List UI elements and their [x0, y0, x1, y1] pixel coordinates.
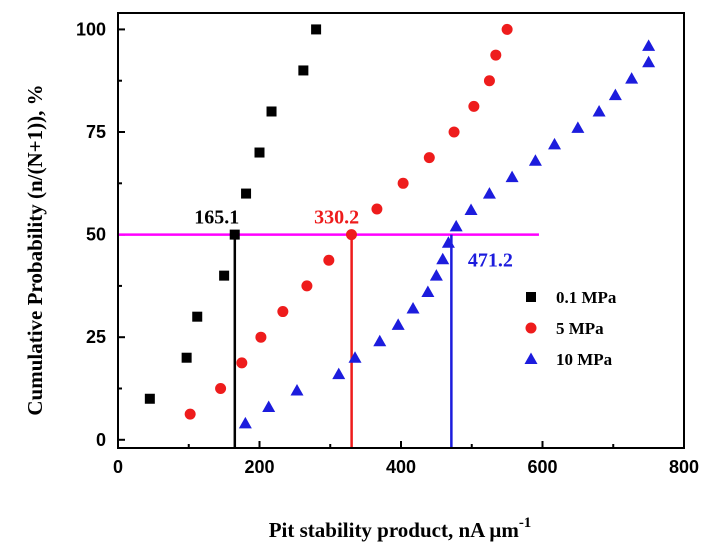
- y-tick-label: 25: [86, 327, 106, 347]
- data-point: [266, 106, 277, 117]
- data-point: [421, 285, 435, 298]
- data-point: [436, 252, 450, 265]
- legend-marker: [525, 322, 537, 334]
- annotation-label: 471.2: [468, 250, 513, 272]
- legend-label: 5 MPa: [556, 319, 604, 338]
- data-point: [423, 152, 435, 164]
- data-point: [219, 270, 230, 281]
- legend-marker: [526, 292, 536, 302]
- data-point: [608, 88, 622, 101]
- data-point: [391, 318, 405, 330]
- data-point: [238, 416, 252, 429]
- y-tick-label: 100: [76, 19, 106, 39]
- x-tick-label: 0: [113, 457, 123, 477]
- data-point: [528, 154, 542, 166]
- data-point: [468, 100, 480, 112]
- data-point: [290, 384, 304, 396]
- data-point: [311, 24, 322, 35]
- data-point: [332, 367, 346, 380]
- x-tick-label: 200: [244, 457, 274, 477]
- data-point: [277, 306, 289, 318]
- data-point: [592, 104, 606, 117]
- data-point: [236, 357, 248, 369]
- data-point: [482, 187, 496, 199]
- y-tick-label: 75: [86, 122, 106, 142]
- data-point: [255, 331, 267, 343]
- y-tick-label: 0: [96, 430, 106, 450]
- data-point: [323, 254, 335, 266]
- data-point: [571, 121, 585, 133]
- data-point: [254, 147, 265, 158]
- data-point: [448, 126, 460, 138]
- annotation-label: 165.1: [194, 207, 239, 229]
- y-axis-label: Cumulative Probability (n/(N+1)), %: [23, 84, 47, 415]
- y-tick-label: 50: [86, 225, 106, 245]
- legend-marker: [524, 352, 538, 364]
- data-point: [241, 188, 252, 199]
- data-point: [642, 55, 656, 68]
- data-point: [625, 72, 639, 84]
- data-point: [348, 351, 362, 363]
- data-point: [192, 311, 203, 322]
- data-point: [406, 301, 420, 314]
- data-point: [490, 49, 502, 61]
- data-point: [345, 229, 357, 241]
- legend-label: 10 MPa: [556, 350, 613, 369]
- data-point: [144, 393, 155, 404]
- legend-label: 0.1 MPa: [556, 288, 617, 307]
- data-point: [229, 229, 240, 240]
- data-point: [373, 334, 387, 347]
- data-point: [371, 203, 383, 215]
- plot-frame: [117, 12, 685, 449]
- data-point: [429, 269, 443, 281]
- data-point: [449, 219, 463, 232]
- data-point: [181, 352, 192, 363]
- data-point: [441, 236, 455, 248]
- data-point: [298, 65, 309, 76]
- data-point: [483, 75, 495, 87]
- x-axis-label: Pit stability product, nA μm-1: [269, 515, 532, 542]
- data-point: [464, 203, 478, 215]
- data-point: [501, 23, 513, 35]
- x-tick-label: 800: [669, 457, 699, 477]
- data-point: [548, 137, 562, 150]
- x-tick-label: 400: [386, 457, 416, 477]
- data-point: [397, 177, 409, 189]
- data-point: [505, 170, 519, 183]
- data-point: [642, 39, 656, 51]
- data-point: [184, 408, 196, 420]
- data-point: [262, 400, 276, 412]
- x-tick-label: 600: [527, 457, 557, 477]
- x-axis-label-exponent: -1: [519, 515, 532, 531]
- x-axis-label-main: Pit stability product, nA μm: [269, 518, 520, 542]
- legend: 0.1 MPa 5 MPa 10 MPa: [524, 288, 617, 369]
- data-point: [301, 280, 313, 292]
- data-point: [215, 382, 227, 394]
- annotation-label: 330.2: [314, 207, 359, 229]
